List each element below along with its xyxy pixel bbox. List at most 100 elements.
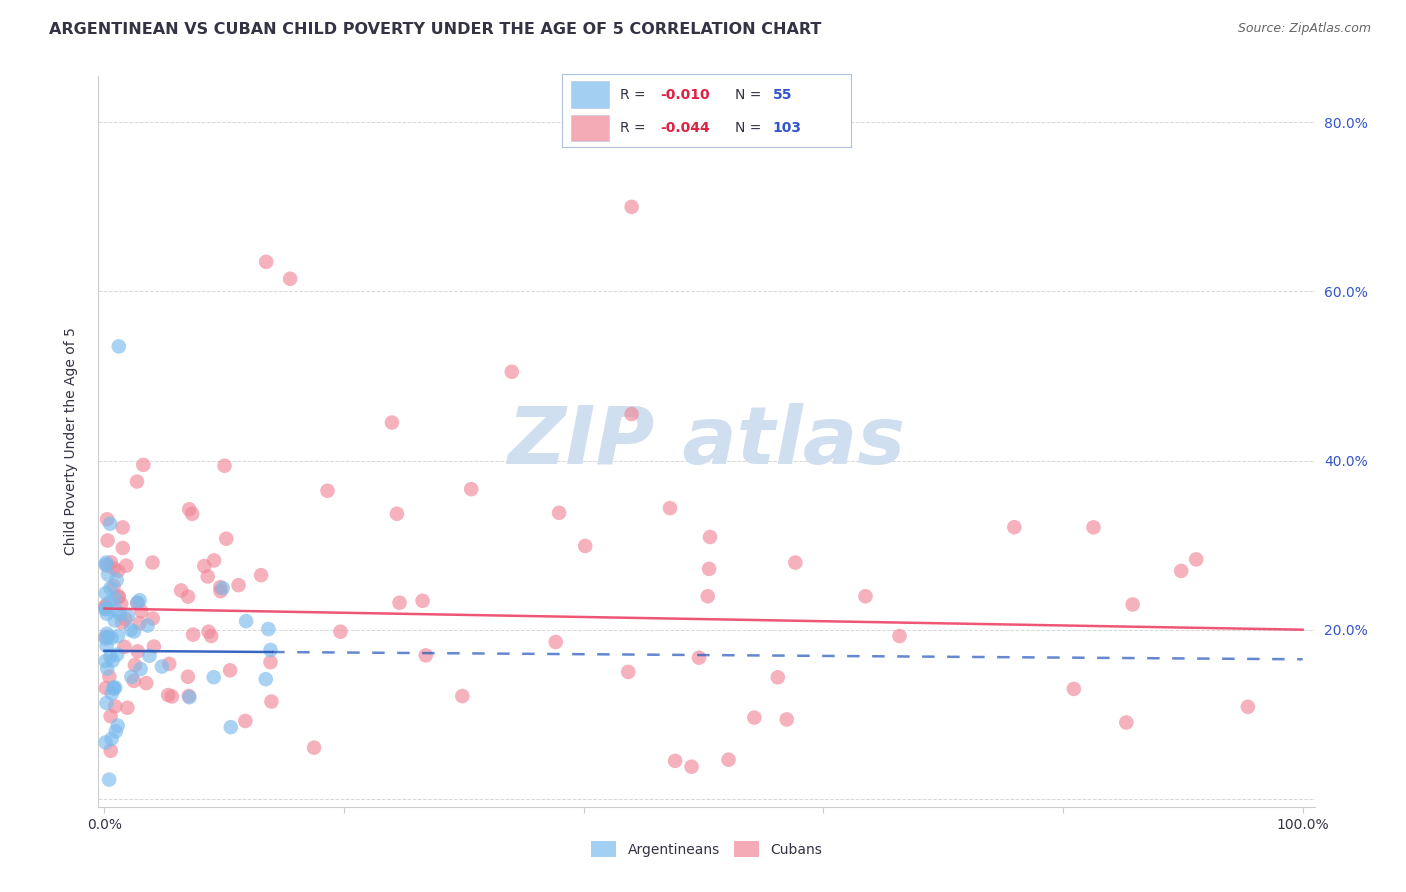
Point bbox=[98, 516, 121, 531]
Point bbox=[129, 662, 152, 676]
Point bbox=[96, 607, 118, 621]
Point bbox=[135, 676, 157, 690]
Point bbox=[100, 581, 122, 595]
Point bbox=[412, 594, 434, 608]
Point bbox=[96, 639, 118, 653]
Point bbox=[94, 558, 117, 572]
Point bbox=[209, 584, 232, 599]
Point bbox=[96, 558, 118, 573]
Point bbox=[122, 624, 145, 639]
Point bbox=[170, 583, 193, 598]
Point bbox=[117, 608, 139, 623]
Point bbox=[697, 562, 720, 576]
Point bbox=[120, 670, 142, 684]
Point bbox=[94, 556, 117, 570]
Point bbox=[699, 530, 721, 544]
Point bbox=[142, 611, 165, 625]
Point bbox=[197, 569, 219, 583]
Point bbox=[107, 591, 129, 605]
Point bbox=[1115, 715, 1137, 730]
Point bbox=[107, 718, 129, 732]
Point bbox=[235, 614, 257, 628]
Point bbox=[105, 573, 128, 587]
Point bbox=[97, 567, 120, 582]
Point bbox=[105, 604, 128, 618]
Point bbox=[451, 689, 474, 703]
Point bbox=[696, 589, 718, 603]
Text: R =: R = bbox=[620, 121, 650, 136]
Point bbox=[548, 506, 571, 520]
Point bbox=[620, 200, 643, 214]
Point bbox=[111, 615, 134, 630]
Point bbox=[128, 593, 150, 607]
Point bbox=[215, 532, 238, 546]
Point bbox=[100, 649, 122, 664]
Point bbox=[181, 627, 204, 641]
Point bbox=[100, 731, 122, 746]
Point bbox=[1170, 564, 1192, 578]
Point bbox=[125, 475, 148, 489]
Point bbox=[228, 578, 250, 592]
Point bbox=[214, 458, 236, 473]
Point bbox=[94, 630, 117, 644]
Point bbox=[1063, 681, 1085, 696]
Point bbox=[97, 533, 120, 548]
Point bbox=[1185, 552, 1208, 566]
Point bbox=[257, 622, 280, 636]
Point bbox=[128, 616, 150, 631]
Text: -0.010: -0.010 bbox=[661, 87, 710, 102]
Point bbox=[142, 640, 165, 654]
Point bbox=[260, 695, 283, 709]
Point bbox=[111, 541, 134, 555]
Point bbox=[104, 614, 127, 628]
Text: -0.044: -0.044 bbox=[661, 121, 710, 136]
Point bbox=[105, 648, 128, 662]
Point bbox=[197, 624, 219, 639]
Point bbox=[1122, 598, 1144, 612]
Text: ARGENTINEAN VS CUBAN CHILD POVERTY UNDER THE AGE OF 5 CORRELATION CHART: ARGENTINEAN VS CUBAN CHILD POVERTY UNDER… bbox=[49, 22, 821, 37]
Point bbox=[209, 580, 232, 594]
Point bbox=[1237, 699, 1260, 714]
Point bbox=[107, 339, 129, 353]
Point bbox=[96, 696, 118, 710]
Point bbox=[181, 507, 204, 521]
Point bbox=[574, 539, 596, 553]
Point bbox=[103, 579, 125, 593]
Point bbox=[94, 735, 117, 749]
Point bbox=[94, 599, 117, 614]
Point bbox=[103, 681, 125, 695]
Point bbox=[127, 644, 149, 658]
Text: Source: ZipAtlas.com: Source: ZipAtlas.com bbox=[1237, 22, 1371, 36]
Point bbox=[107, 564, 129, 578]
Point bbox=[127, 596, 149, 610]
Point bbox=[98, 772, 121, 787]
Point bbox=[254, 672, 277, 686]
Point bbox=[94, 602, 117, 616]
Point bbox=[112, 640, 135, 654]
Point bbox=[108, 607, 131, 621]
Point bbox=[1002, 520, 1025, 534]
Point bbox=[385, 507, 408, 521]
Point bbox=[129, 604, 152, 618]
Point bbox=[107, 590, 129, 604]
Point bbox=[388, 596, 411, 610]
Point bbox=[233, 714, 256, 728]
Point bbox=[120, 623, 142, 637]
Point bbox=[664, 754, 686, 768]
Point bbox=[620, 407, 643, 421]
Point bbox=[122, 673, 145, 688]
Point bbox=[688, 650, 710, 665]
Point bbox=[132, 458, 155, 472]
Point bbox=[94, 599, 117, 613]
Point bbox=[94, 632, 117, 646]
Point bbox=[94, 602, 117, 616]
Point bbox=[278, 272, 301, 286]
Point bbox=[219, 663, 242, 677]
Point bbox=[617, 665, 640, 679]
Point bbox=[250, 568, 273, 582]
Point bbox=[544, 635, 567, 649]
Point bbox=[381, 416, 404, 430]
Point bbox=[316, 483, 339, 498]
Bar bbox=[571, 115, 609, 141]
Point bbox=[177, 590, 200, 604]
